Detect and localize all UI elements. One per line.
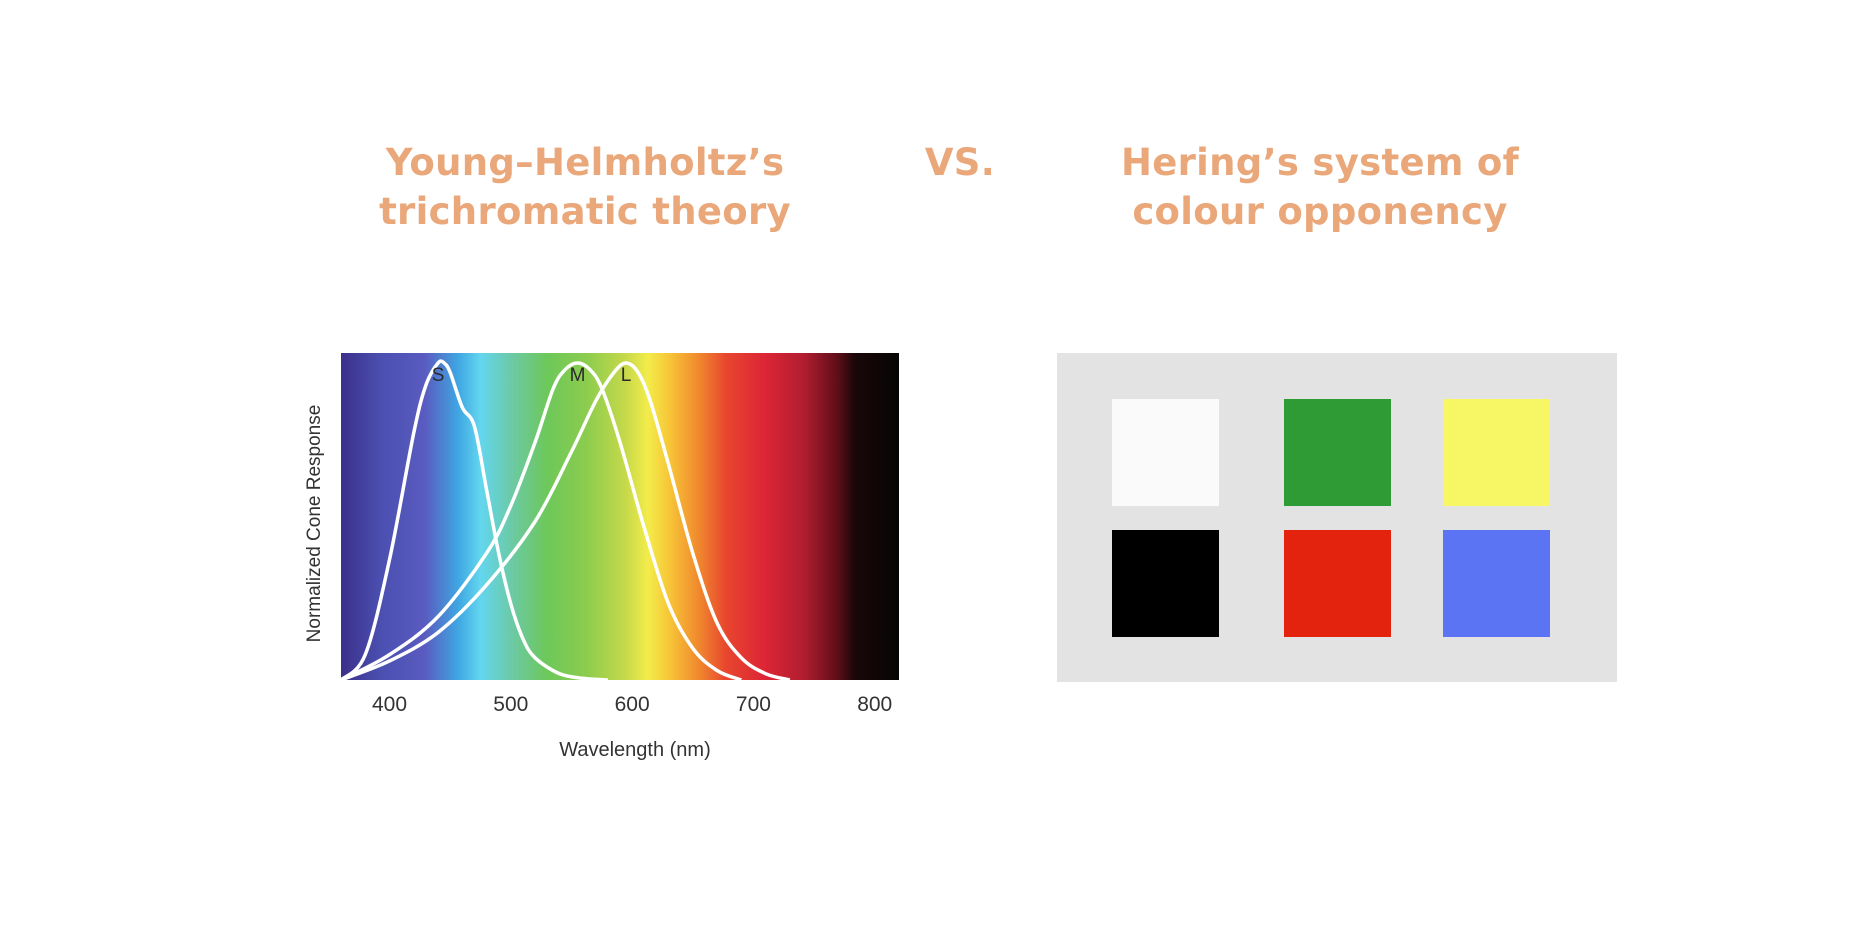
y-axis-label: Normalized Cone Response [304,405,325,643]
black-swatch [1112,530,1219,637]
cone-curve-l [340,361,791,682]
versus-label: VS. [924,141,996,184]
cone-curves [339,359,791,682]
x-tick-label: 400 [372,693,407,716]
cone-curve-m [340,361,742,682]
trichromatic-title-line-2: trichromatic theory [379,190,791,233]
trichromatic-theory-title: Young–Helmholtz’s trichromatic theory [355,138,815,236]
cone-curve-s [339,359,608,682]
colour-opponency-panel [1057,353,1617,682]
x-tick-label: 700 [736,693,771,716]
cone-label-m: M [570,365,586,386]
red-swatch [1284,530,1391,637]
colour-opponency-title: Hering’s system of colour opponency [1100,138,1540,236]
blue-swatch [1443,530,1550,637]
x-tick-label: 600 [615,693,650,716]
x-tick-label: 800 [857,693,892,716]
trichromatic-title-line-1: Young–Helmholtz’s [385,141,785,184]
x-axis-label: Wavelength (nm) [559,739,711,761]
x-axis-ticks: 400 500 600 700 800 [372,693,892,716]
green-swatch [1284,399,1391,506]
cone-label-l: L [621,365,632,386]
yellow-swatch [1443,399,1550,506]
spectrum-background [341,353,899,680]
opponency-title-line-1: Hering’s system of [1120,141,1520,184]
white-swatch [1112,399,1219,506]
x-tick-label: 500 [493,693,528,716]
opponency-title-line-2: colour opponency [1132,190,1508,233]
cone-label-s: S [432,365,445,386]
